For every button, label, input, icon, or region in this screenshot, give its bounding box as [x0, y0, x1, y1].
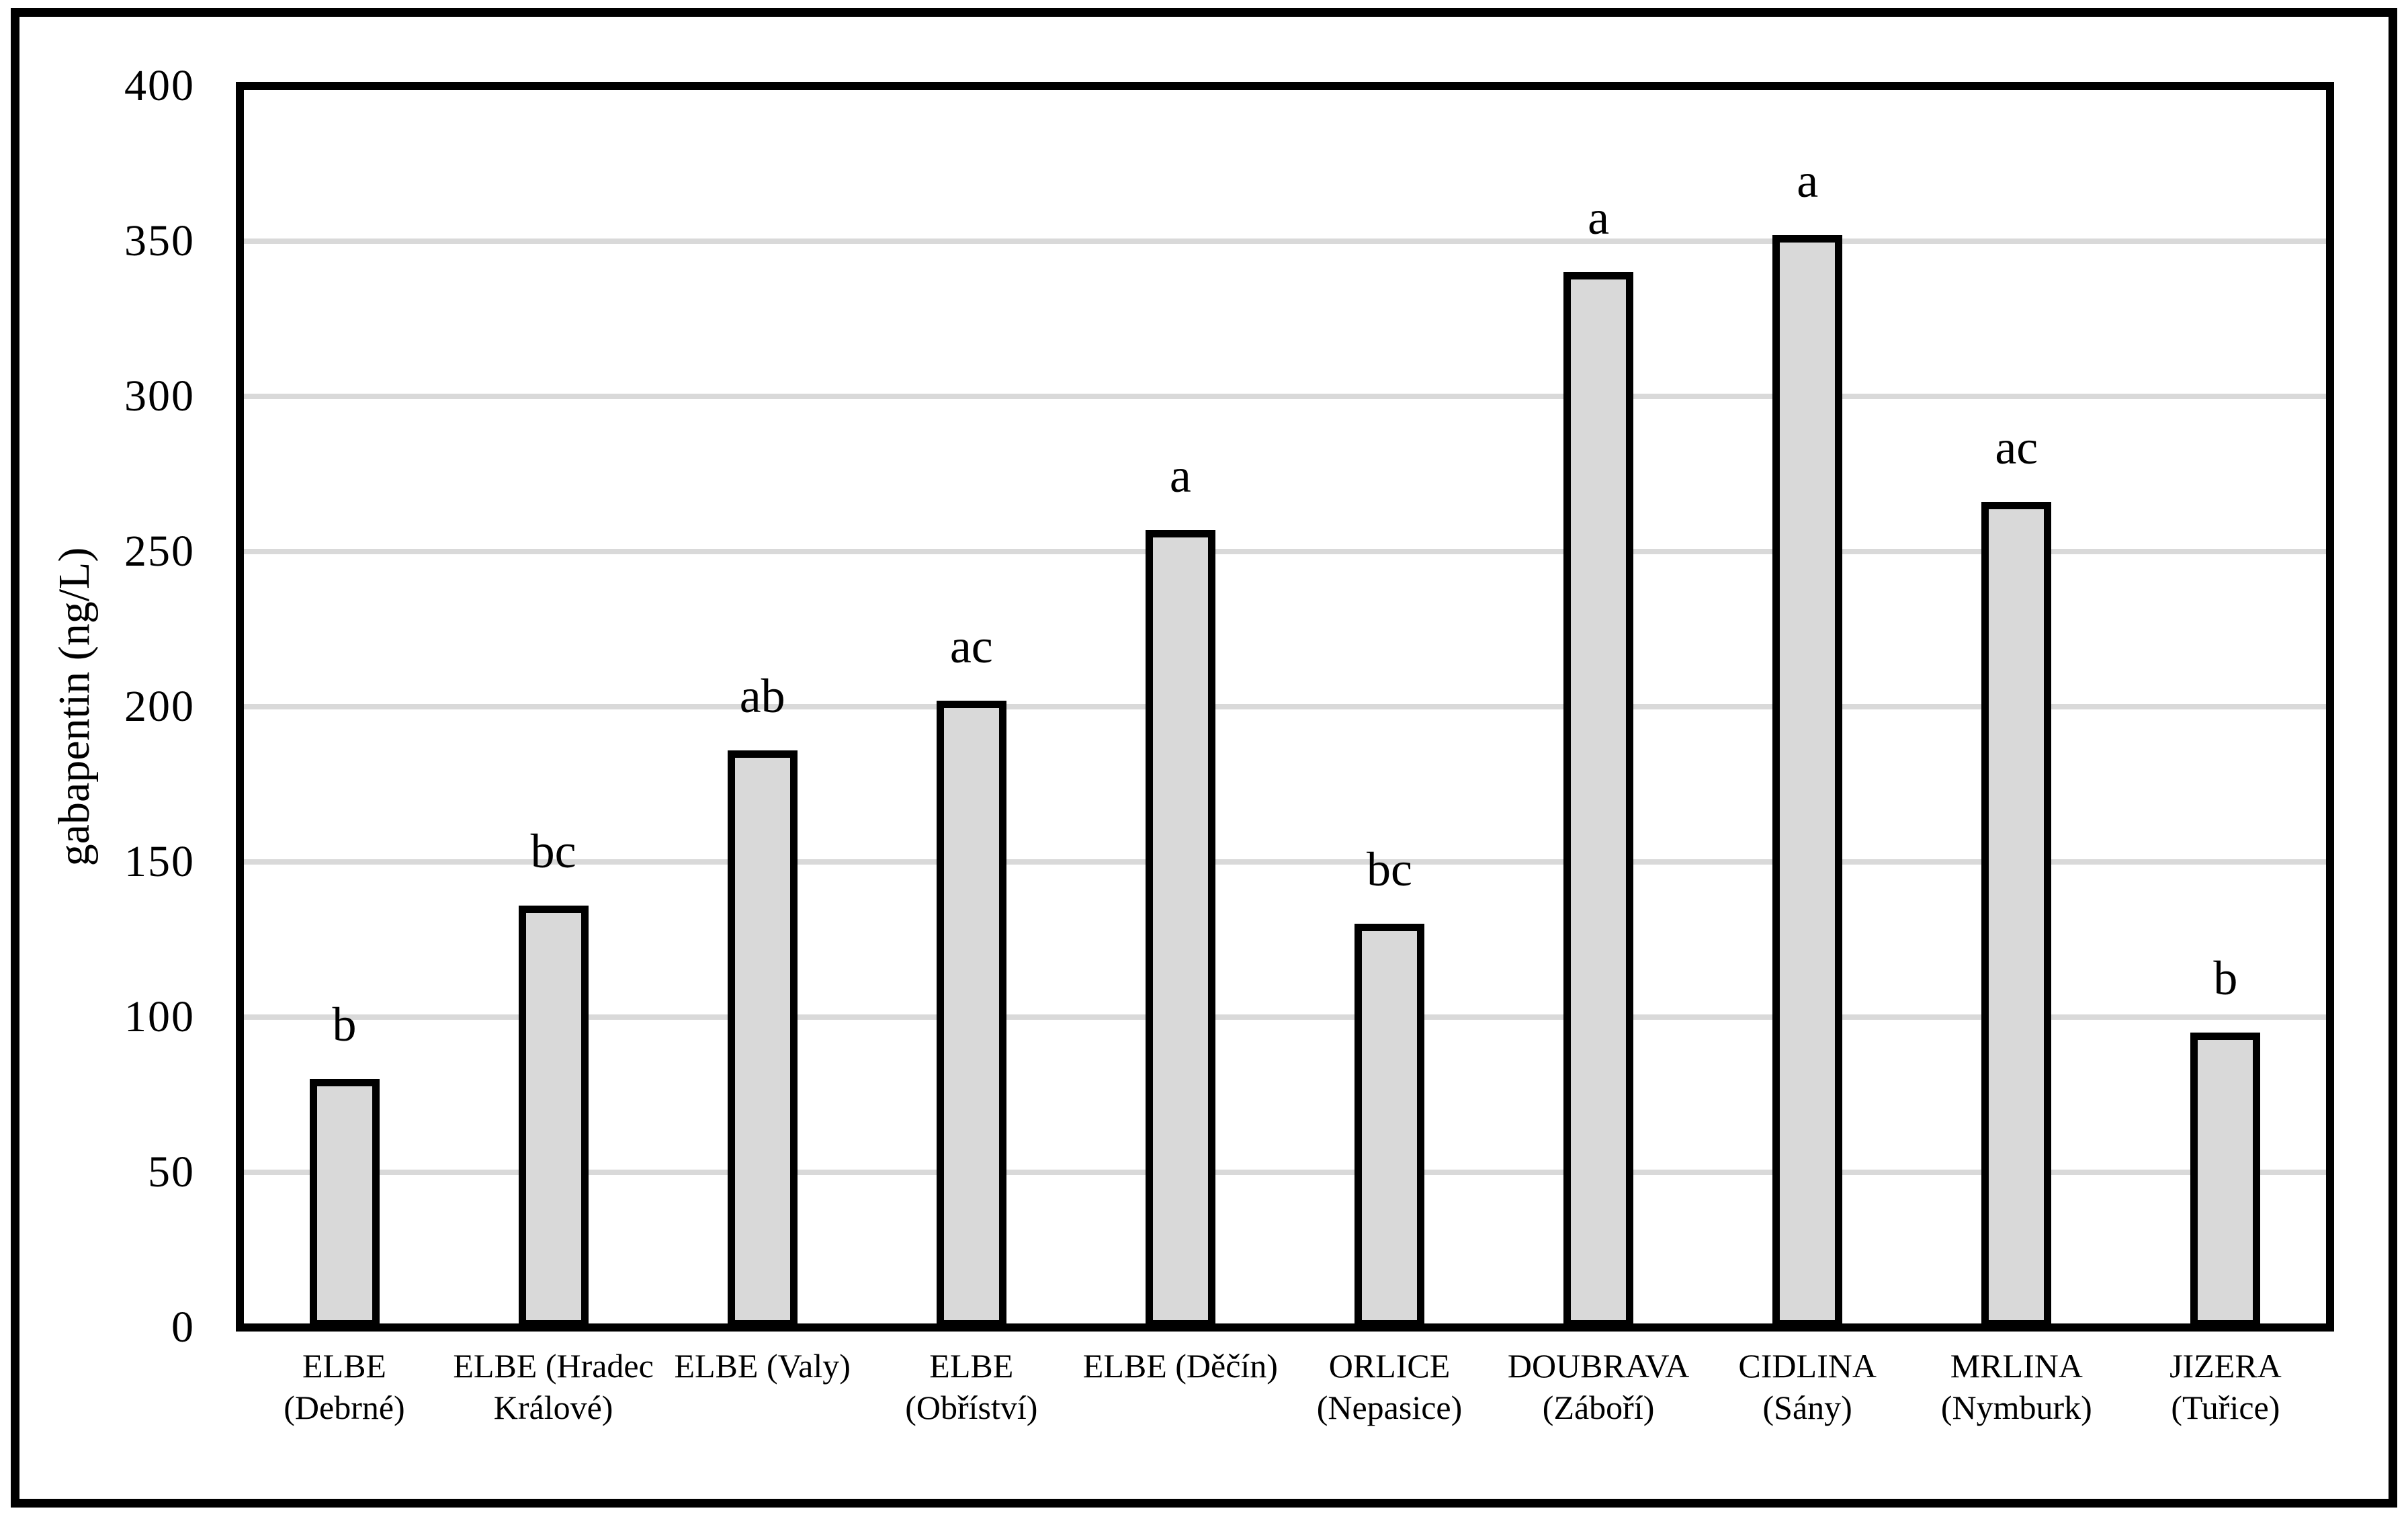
gridline [240, 394, 2330, 399]
significance-letter: ac [949, 619, 993, 673]
gridline [240, 238, 2330, 244]
x-axis-label-line: (Sány) [1762, 1389, 1852, 1426]
y-tick-label: 50 [148, 1147, 195, 1196]
bar-4 [936, 700, 1006, 1327]
x-axis-label-line: JIZERA [2169, 1347, 2282, 1385]
gridline [240, 549, 2330, 554]
x-axis-label: ELBE (Obříství) [867, 1345, 1076, 1428]
x-axis-label: ELBE (Hradec Králové) [449, 1345, 658, 1428]
x-axis-label-line: ORLICE [1328, 1347, 1451, 1385]
gridline [240, 1014, 2330, 1020]
significance-letter: bc [1367, 842, 1412, 897]
gridline [240, 859, 2330, 865]
figure-border [11, 8, 2397, 1508]
significance-letter: ab [739, 668, 785, 723]
x-axis-label-line: ELBE [302, 1347, 386, 1385]
significance-letter: a [1169, 448, 1191, 503]
x-axis-label-line: (Nymburk) [1940, 1389, 2092, 1426]
x-axis-label: ELBE (Děčín) [1076, 1345, 1285, 1387]
significance-letter: b [2213, 951, 2238, 1006]
x-axis-label: ELBE (Debrné) [240, 1345, 449, 1428]
significance-letter: bc [530, 824, 576, 878]
bar-3 [727, 750, 798, 1327]
bar-7 [1563, 272, 1634, 1327]
bar-9 [1981, 502, 2052, 1327]
bar-10 [2190, 1033, 2261, 1327]
x-axis-label: DOUBRAVA (Záboří) [1494, 1345, 1703, 1428]
x-axis-label-line: (Debrné) [284, 1389, 405, 1426]
significance-letter: a [1588, 191, 1610, 245]
y-tick-label: 150 [124, 837, 195, 886]
x-axis-label-line: ELBE (Hradec [453, 1347, 654, 1385]
x-axis-label-line: (Obříství) [905, 1389, 1038, 1426]
x-axis-label-line: CIDLINA [1738, 1347, 1877, 1385]
bar-1 [309, 1079, 380, 1327]
significance-letter: ac [1995, 421, 2038, 475]
x-axis-label: MRLINA (Nymburk) [1912, 1345, 2121, 1428]
x-axis-label: ORLICE (Nepasice) [1285, 1345, 1494, 1428]
gridline [240, 704, 2330, 709]
significance-letter: a [1797, 153, 1819, 208]
bar-5 [1145, 529, 1215, 1327]
x-axis-label-line: DOUBRAVA [1507, 1347, 1690, 1385]
gridline [240, 1170, 2330, 1175]
y-tick-label: 350 [124, 216, 195, 265]
x-axis-label-line: Králové) [493, 1389, 613, 1426]
x-axis-label: CIDLINA (Sány) [1703, 1345, 1912, 1428]
significance-letter: b [332, 998, 357, 1052]
x-axis-label: JIZERA (Tuřice) [2121, 1345, 2330, 1428]
y-tick-label: 100 [124, 992, 195, 1041]
x-axis-label-line: ELBE [929, 1347, 1014, 1385]
bar-2 [518, 905, 589, 1327]
y-tick-label: 400 [124, 61, 195, 110]
bar-8 [1772, 234, 1843, 1327]
x-axis-label-line: (Tuřice) [2171, 1389, 2280, 1426]
x-axis-label: ELBE (Valy) [658, 1345, 867, 1387]
y-tick-label: 200 [124, 682, 195, 731]
x-axis-label-line: MRLINA [1950, 1347, 2083, 1385]
x-axis-label-line: (Záboří) [1542, 1389, 1655, 1426]
x-axis-label-line: ELBE (Děčín) [1082, 1347, 1278, 1385]
bar-6 [1354, 924, 1425, 1327]
y-tick-label: 250 [124, 527, 195, 576]
x-axis-label-line: ELBE (Valy) [674, 1347, 851, 1385]
y-tick-label: 0 [171, 1303, 195, 1352]
y-tick-label: 300 [124, 372, 195, 421]
x-axis-label-line: (Nepasice) [1316, 1389, 1463, 1426]
plot-area: b bc ab ac a bc a a ac b [240, 86, 2330, 1327]
